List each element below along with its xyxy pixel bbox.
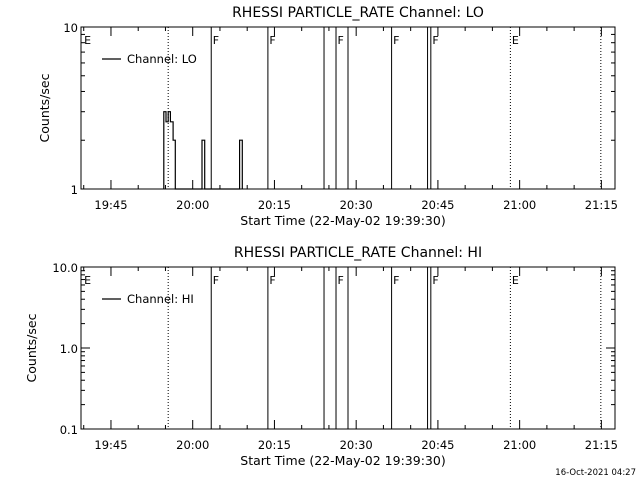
event-marker-label: F xyxy=(432,274,438,287)
x-tick-label: 19:45 xyxy=(94,198,127,212)
legend-label: Channel: LO xyxy=(127,52,197,66)
event-marker-label: F xyxy=(269,34,275,47)
event-marker-label: F xyxy=(432,34,438,47)
y-tick-label: 0.1 xyxy=(60,423,78,437)
x-tick-label: 20:15 xyxy=(258,438,291,452)
event-marker-label: E xyxy=(84,34,91,47)
y-axis-label: Counts/sec xyxy=(37,73,52,142)
event-marker-label: F xyxy=(213,34,219,47)
x-tick-label: 20:00 xyxy=(176,198,209,212)
event-marker-label: F xyxy=(393,34,399,47)
panel-hi: RHESSI PARTICLE_RATE Channel: HI 0.1 1.0 10… xyxy=(24,245,618,468)
x-tick-label: 20:45 xyxy=(421,438,454,452)
event-marker-label: F xyxy=(213,274,219,287)
y-tick-label: 10 xyxy=(63,21,78,35)
x-tick-label: 20:30 xyxy=(340,438,373,452)
x-axis-label: Start Time (22-May-02 19:39:30) xyxy=(240,453,445,468)
x-tick-label: 20:00 xyxy=(176,438,209,452)
event-marker-label: F xyxy=(338,274,344,287)
x-tick-label: 21:00 xyxy=(503,438,536,452)
chart-title: RHESSI PARTICLE_RATE Channel: LO xyxy=(232,5,484,21)
event-marker-label: E xyxy=(84,274,91,287)
series-line xyxy=(163,111,243,190)
x-tick-label: 21:15 xyxy=(585,198,618,212)
panel-lo: RHESSI PARTICLE_RATE Channel: LO 1 10 19:45… xyxy=(37,5,618,228)
footer-timestamp: 16-Oct-2021 04:27 xyxy=(555,468,636,478)
x-tick-label: 20:15 xyxy=(258,198,291,212)
y-tick-label: 10.0 xyxy=(52,261,78,275)
chart-title: RHESSI PARTICLE_RATE Channel: HI xyxy=(234,245,482,261)
event-marker-label: F xyxy=(338,34,344,47)
event-marker-label: E xyxy=(512,274,519,287)
x-tick-label: 20:30 xyxy=(340,198,373,212)
y-tick-label: 1.0 xyxy=(60,342,78,356)
x-tick-label: 20:45 xyxy=(421,198,454,212)
y-axis-label: Counts/sec xyxy=(24,313,39,382)
x-tick-label: 21:00 xyxy=(503,198,536,212)
event-marker-label: F xyxy=(269,274,275,287)
x-tick-label: 21:15 xyxy=(585,438,618,452)
event-marker-label: E xyxy=(512,34,519,47)
y-tick-label: 1 xyxy=(71,183,78,197)
x-tick-label: 19:45 xyxy=(94,438,127,452)
legend-label: Channel: HI xyxy=(127,292,194,306)
event-marker-label: F xyxy=(393,274,399,287)
x-axis-label: Start Time (22-May-02 19:39:30) xyxy=(240,213,445,228)
